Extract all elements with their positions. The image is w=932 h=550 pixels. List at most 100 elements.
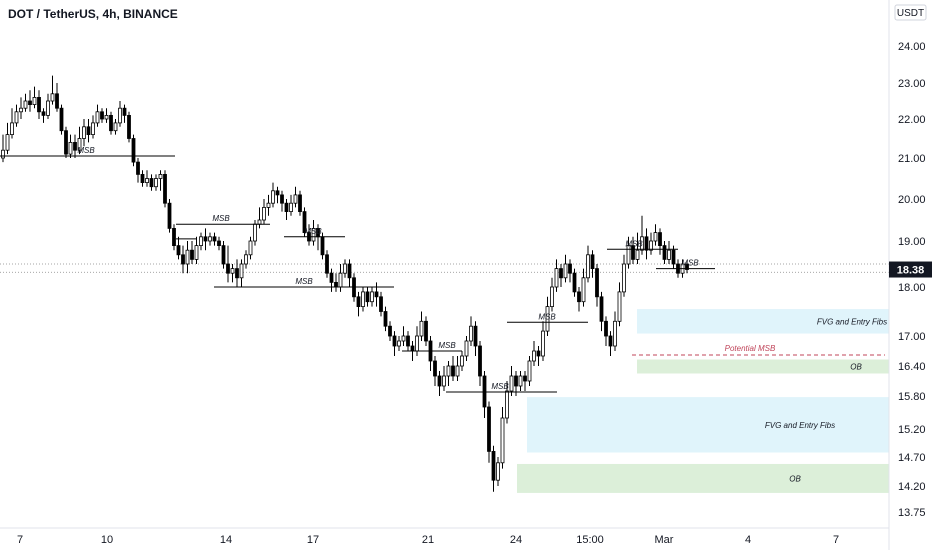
zone-layer: FVG and Entry Fibs OB FVG and Entry Fibs OB…	[0, 263, 889, 493]
candle-body-down	[568, 263, 572, 274]
candle	[640, 215, 644, 255]
candle-body-up	[626, 245, 631, 265]
candle	[635, 232, 640, 264]
candle	[586, 245, 590, 283]
candle-body-down	[491, 450, 496, 481]
candle	[397, 336, 401, 351]
candle	[163, 170, 167, 208]
candle	[95, 104, 100, 127]
candle	[158, 170, 163, 191]
last-price-badge	[889, 261, 932, 278]
candle	[545, 296, 550, 336]
candle	[473, 321, 478, 356]
candle-body-down	[572, 272, 577, 293]
candle	[194, 236, 199, 264]
candle-body-down	[392, 335, 397, 347]
candle	[86, 119, 91, 143]
candle-body-up	[154, 178, 158, 188]
candle-body-down	[410, 345, 415, 352]
candle-body-up	[253, 223, 257, 242]
time-tick-label: 10	[101, 534, 113, 546]
candle-body-down	[127, 115, 131, 139]
candle-body-down	[284, 202, 289, 212]
candle	[190, 241, 194, 264]
candle	[451, 356, 455, 381]
candle-body-up	[469, 325, 473, 342]
candle	[325, 250, 329, 278]
candle	[442, 366, 446, 391]
candle	[608, 331, 613, 356]
candle	[563, 254, 568, 283]
chart-title: DOT / TetherUS, 4h, BINANCE	[8, 7, 178, 21]
candle-body-down	[523, 375, 527, 382]
candle-body-down	[140, 173, 145, 183]
candle	[658, 228, 662, 255]
candle-body-down	[374, 291, 379, 298]
candle	[581, 268, 586, 307]
candle	[140, 170, 145, 187]
candle	[41, 108, 46, 123]
candle-body-up	[550, 286, 554, 308]
candle	[617, 282, 622, 327]
candle-body-up	[401, 335, 406, 342]
candle-body-down	[329, 272, 334, 283]
candle-body-down	[599, 296, 604, 322]
candle-body-down	[203, 236, 208, 242]
candle-body-down	[302, 211, 307, 234]
currency-badge[interactable]	[894, 4, 927, 21]
candle-body-down	[212, 236, 217, 242]
candle-body-up	[208, 236, 212, 242]
candle-body-up	[653, 232, 658, 242]
candle-body-up	[32, 97, 37, 106]
candle-body-down	[604, 320, 608, 337]
candle	[401, 326, 406, 346]
candle	[550, 277, 554, 312]
candle-body-down	[73, 141, 77, 151]
candle-body-up	[113, 122, 118, 132]
fvg-zone-upper-label: FVG and Entry Fibs	[817, 317, 887, 326]
candle	[419, 311, 424, 341]
candle	[487, 401, 491, 463]
candle	[559, 264, 563, 287]
candle-body-down	[365, 291, 370, 303]
candle-body-down	[149, 178, 154, 188]
candle	[361, 287, 365, 312]
candle-body-down	[109, 115, 113, 132]
candle-body-up	[617, 291, 622, 322]
candle	[541, 321, 545, 361]
candle-body-down	[235, 268, 239, 279]
candle-body-up	[293, 194, 298, 204]
candle-body-down	[334, 281, 338, 288]
candle-body-down	[347, 263, 352, 279]
candle	[433, 356, 437, 386]
candle-body-down	[644, 236, 649, 251]
price-tick-label: 22.00	[898, 114, 926, 126]
fvg-zone-upper	[637, 309, 889, 334]
candle-body-up	[248, 240, 253, 256]
candle-body-up	[82, 126, 86, 139]
candle	[343, 259, 347, 278]
candle-body-down	[298, 194, 302, 212]
candle	[104, 108, 109, 123]
candle	[599, 291, 604, 332]
candle-body-up	[667, 249, 671, 260]
time-tick-label: 7	[833, 534, 839, 546]
candle	[275, 186, 280, 204]
candle-body-up	[649, 240, 653, 251]
candle-body-down	[424, 320, 428, 342]
candle-body-down	[383, 311, 388, 327]
currency-label: USDT	[897, 8, 924, 19]
candle	[613, 311, 617, 351]
candle	[154, 174, 158, 191]
price-axis[interactable]: 24.00 23.00 22.00 21.00 20.00 19.00 18.00 17.00…	[898, 41, 926, 519]
time-axis[interactable]: 7 10 14 17 21 24 15:00 Mar 4 7	[17, 534, 839, 546]
candle-body-up	[505, 390, 509, 419]
candle	[649, 232, 653, 255]
candle-body-up	[262, 206, 266, 221]
candle-body-down	[320, 236, 325, 256]
candle-body-up	[545, 306, 550, 332]
candle-body-down	[608, 335, 613, 347]
candle	[199, 232, 203, 251]
candle-body-up	[415, 335, 419, 352]
candle-body-up	[622, 263, 626, 293]
